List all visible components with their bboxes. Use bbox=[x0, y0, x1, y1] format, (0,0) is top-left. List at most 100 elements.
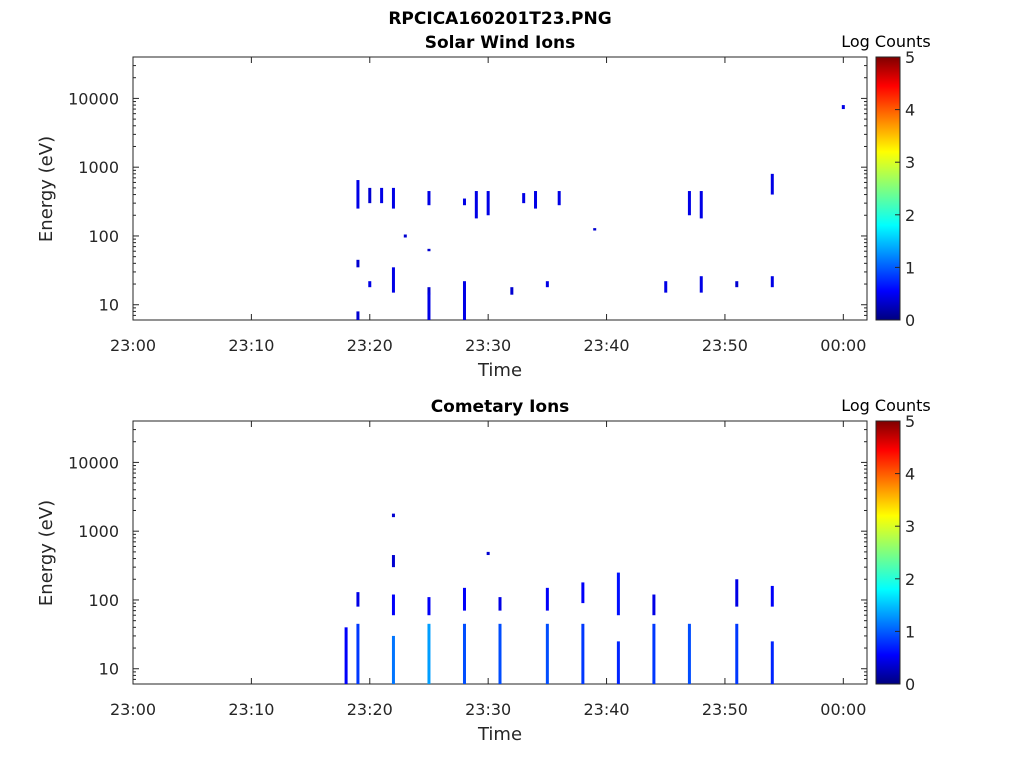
heatmap-cell bbox=[391, 513, 395, 518]
plot-area bbox=[132, 56, 868, 321]
heatmap-cell bbox=[522, 193, 526, 204]
heatmap-cell bbox=[770, 173, 774, 195]
heatmap-cell bbox=[368, 187, 372, 204]
y-tick-label: 100 bbox=[88, 591, 119, 610]
colorbar bbox=[875, 56, 901, 321]
colorbar bbox=[875, 420, 901, 685]
heatmap-cell bbox=[474, 191, 478, 219]
colorbar-tick-label: 3 bbox=[905, 517, 915, 536]
x-tick-label: 23:20 bbox=[347, 700, 393, 719]
heatmap-cell bbox=[427, 287, 431, 295]
y-tick-label: 1000 bbox=[78, 158, 119, 177]
heatmap-cell bbox=[427, 292, 431, 320]
panel-title: Solar Wind Ions bbox=[425, 33, 576, 53]
colorbar-tick-label: 4 bbox=[905, 465, 915, 484]
x-tick-label: 23:00 bbox=[110, 336, 156, 355]
figure-title: RPCICA160201T23.PNG bbox=[388, 9, 611, 29]
heatmap-cell bbox=[664, 281, 668, 293]
y-axis-label: Energy (eV) bbox=[36, 500, 57, 606]
heatmap-cell bbox=[486, 551, 490, 556]
heatmap-cell bbox=[356, 592, 360, 607]
heatmap-cell bbox=[356, 623, 360, 684]
heatmap-cell bbox=[462, 198, 466, 206]
colorbar-ticks: 0 1 2 3 4 5 bbox=[895, 412, 915, 694]
heatmap-cell bbox=[770, 276, 774, 288]
heatmap-cell bbox=[486, 191, 490, 216]
heatmap-cell bbox=[391, 267, 395, 293]
colorbar-tick-label: 1 bbox=[905, 258, 915, 277]
heatmap-cell bbox=[581, 623, 585, 684]
x-tick-label: 23:30 bbox=[465, 336, 511, 355]
colorbar-title: Log Counts bbox=[841, 396, 931, 415]
y-axis: 10 100 1000 10000 bbox=[68, 420, 867, 685]
heatmap-cell bbox=[545, 623, 549, 684]
heatmap-cell bbox=[593, 228, 597, 231]
heatmap-cell bbox=[652, 594, 656, 616]
colorbar-tick-label: 4 bbox=[905, 101, 915, 120]
heatmap-cell bbox=[462, 587, 466, 611]
x-tick-label: 23:20 bbox=[347, 336, 393, 355]
heatmap-cell bbox=[356, 180, 360, 209]
heatmap-cell bbox=[735, 623, 739, 684]
heatmap-cell bbox=[687, 191, 691, 216]
heatmap-cell bbox=[380, 187, 384, 204]
y-tick-label: 100 bbox=[88, 227, 119, 246]
heatmap-cell bbox=[735, 579, 739, 607]
heatmap-cell bbox=[557, 191, 561, 206]
x-axis: 23:00 23:10 23:20 23:30 23:40 23:50 00:00 bbox=[110, 57, 866, 355]
heatmap-cell bbox=[735, 281, 739, 288]
x-tick-label: 23:10 bbox=[228, 700, 274, 719]
x-tick-label: 23:50 bbox=[702, 700, 748, 719]
x-tick-label: 23:50 bbox=[702, 336, 748, 355]
heatmap-cell bbox=[770, 585, 774, 607]
x-axis: 23:00 23:10 23:20 23:30 23:40 23:50 00:00 bbox=[110, 421, 866, 719]
x-tick-label: 00:00 bbox=[820, 336, 866, 355]
heatmap-cell bbox=[841, 105, 845, 110]
colorbar-tick-label: 5 bbox=[905, 412, 915, 431]
panel-title: Cometary Ions bbox=[431, 397, 570, 417]
colorbar-ticks: 0 1 2 3 4 5 bbox=[895, 48, 915, 330]
heatmap-cell bbox=[403, 234, 407, 238]
heatmap-cell bbox=[427, 191, 431, 206]
heatmap-cell bbox=[344, 627, 348, 684]
colorbar-tick-label: 0 bbox=[905, 311, 915, 330]
heatmap-cell bbox=[427, 597, 431, 616]
heatmap-cell bbox=[391, 635, 395, 684]
y-axis: 10 100 1000 10000 bbox=[68, 56, 867, 321]
colorbar-title: Log Counts bbox=[841, 32, 931, 51]
heatmap-cell bbox=[699, 276, 703, 293]
heatmap-cell bbox=[391, 555, 395, 568]
heatmap-cells bbox=[344, 513, 774, 684]
colorbar-tick-label: 2 bbox=[905, 206, 915, 225]
heatmap-cell bbox=[498, 623, 502, 684]
y-axis-label: Energy (eV) bbox=[36, 136, 57, 242]
colorbar-tick-label: 2 bbox=[905, 570, 915, 589]
colorbar-tick-label: 3 bbox=[905, 153, 915, 172]
heatmap-cell bbox=[652, 623, 656, 684]
panel-cometary: Cometary Ions 23:00 23:10 23:20 23:30 23:40 2… bbox=[36, 396, 931, 745]
heatmap-cell bbox=[510, 287, 514, 295]
x-axis-label: Time bbox=[477, 724, 522, 745]
heatmap-cell bbox=[368, 281, 372, 288]
y-tick-label: 10000 bbox=[68, 89, 119, 108]
heatmap-cell bbox=[391, 594, 395, 616]
x-axis-label: Time bbox=[477, 360, 522, 381]
x-tick-label: 23:40 bbox=[583, 700, 629, 719]
heatmap-cell bbox=[545, 281, 549, 288]
heatmap-cell bbox=[545, 587, 549, 611]
y-tick-label: 10 bbox=[99, 296, 119, 315]
heatmap-cell bbox=[462, 623, 466, 684]
y-tick-label: 10 bbox=[99, 660, 119, 679]
heatmap-cells bbox=[356, 105, 845, 320]
heatmap-cell bbox=[356, 311, 360, 320]
heatmap-cell bbox=[699, 191, 703, 219]
heatmap-cell bbox=[534, 191, 538, 209]
heatmap-cell bbox=[498, 597, 502, 611]
y-tick-label: 10000 bbox=[68, 453, 119, 472]
y-tick-label: 1000 bbox=[78, 522, 119, 541]
x-tick-label: 23:30 bbox=[465, 700, 511, 719]
x-tick-label: 23:00 bbox=[110, 700, 156, 719]
colorbar-tick-label: 1 bbox=[905, 622, 915, 641]
heatmap-cell bbox=[356, 259, 360, 268]
heatmap-cell bbox=[391, 187, 395, 209]
